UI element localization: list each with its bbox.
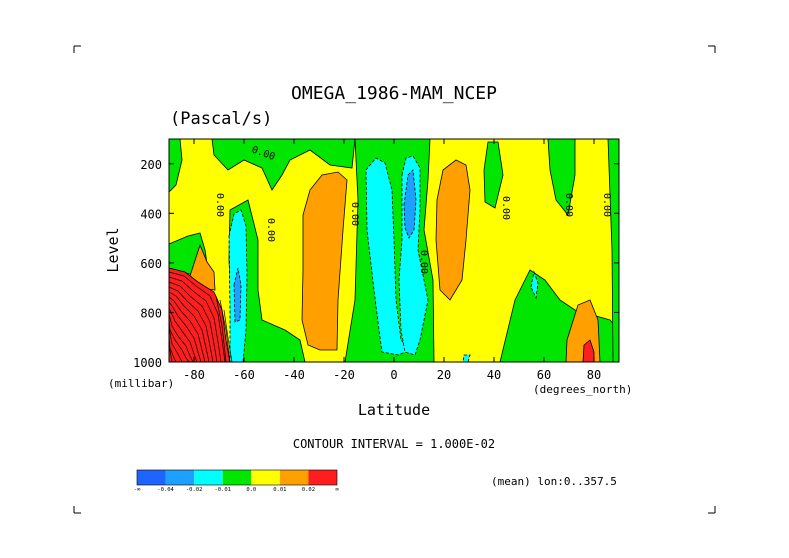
colorbar-swatch [251,470,280,485]
contour-label: 0.00 [418,250,429,274]
colorbar-label: -0.02 [186,487,203,493]
y-tick-label: 400 [140,207,162,221]
blue-regions [233,169,417,323]
contour-label: 0.00 [601,193,612,217]
x-tick-label: 40 [487,368,501,382]
red-region [168,267,595,363]
x-tick-label: -20 [333,368,355,382]
colorbar-label: 0.02 [302,487,315,493]
colorbar-frame [136,469,338,486]
x-tick-label: 60 [537,368,551,382]
blue-left [233,267,242,323]
plot-area: 0.00 0.00 0.00 0.00 0.00 0.00 0.00 0.00 [168,138,620,363]
contour-interval-text: CONTOUR INTERVAL = 1.000E-02 [293,437,495,451]
y-axis-label: Level [104,227,122,272]
x-tick-label: -80 [183,368,205,382]
colorbar-label: -0.01 [214,487,231,493]
y-tick-label: 600 [140,257,162,271]
y-units-label: (millibar) [108,377,174,390]
x-tick-label: -60 [233,368,255,382]
colorbar-label: ∞ [335,487,339,493]
contour-label: 0.00 [500,196,511,220]
contour-label: 0.00 [265,218,276,242]
y-tick-label: 200 [140,158,162,172]
crop-marks [73,45,716,514]
green-upper-band [211,138,356,191]
orange-regions [189,159,601,363]
y-tick-label: 1000 [133,356,162,370]
orange-south [301,171,348,351]
contour-label: 0.00 [349,202,360,226]
cyan-small [462,354,471,363]
contour-label: 0.00 [214,193,225,217]
green-right-1 [483,141,504,209]
colorbar-swatch [137,470,166,485]
chart-units: (Pascal/s) [170,109,272,129]
chart-title: OMEGA_1986-MAM_NCEP [291,83,497,104]
y-axis-ticks: 1000 800 600 400 200 [133,158,619,370]
blue-equator [403,169,417,239]
colorbar-label: 0.0 [246,487,256,493]
x-tick-label: 0 [390,368,397,382]
x-axis-ticks: -80 -60 -40 -20 0 20 40 60 80 [183,139,601,382]
orange-north [435,159,471,301]
colorbar-label: -∞ [134,487,141,493]
mean-text: (mean) lon:0..357.5 [491,475,617,488]
x-tick-label: 20 [437,368,451,382]
x-tick-label: -40 [283,368,305,382]
colorbar-swatch [308,470,337,485]
colorbar-swatch [279,470,309,485]
x-tick-label: 80 [587,368,601,382]
colorbar-swatch [194,470,223,485]
contour-label: 0.00 [563,193,574,217]
dense-contours [168,271,233,363]
x-axis-label: Latitude [358,401,430,419]
colorbar-swatch [165,470,195,485]
colorbar-label: -0.04 [157,487,174,493]
cyan-far-north [530,270,539,300]
colorbar: -∞ -0.04 -0.02 -0.01 0.0 0.01 0.02 ∞ [134,469,339,493]
colorbar-label: 0.01 [273,487,286,493]
y-tick-label: 800 [140,306,162,320]
x-units-label: (degrees_north) [533,383,632,396]
colorbar-swatch [222,470,252,485]
